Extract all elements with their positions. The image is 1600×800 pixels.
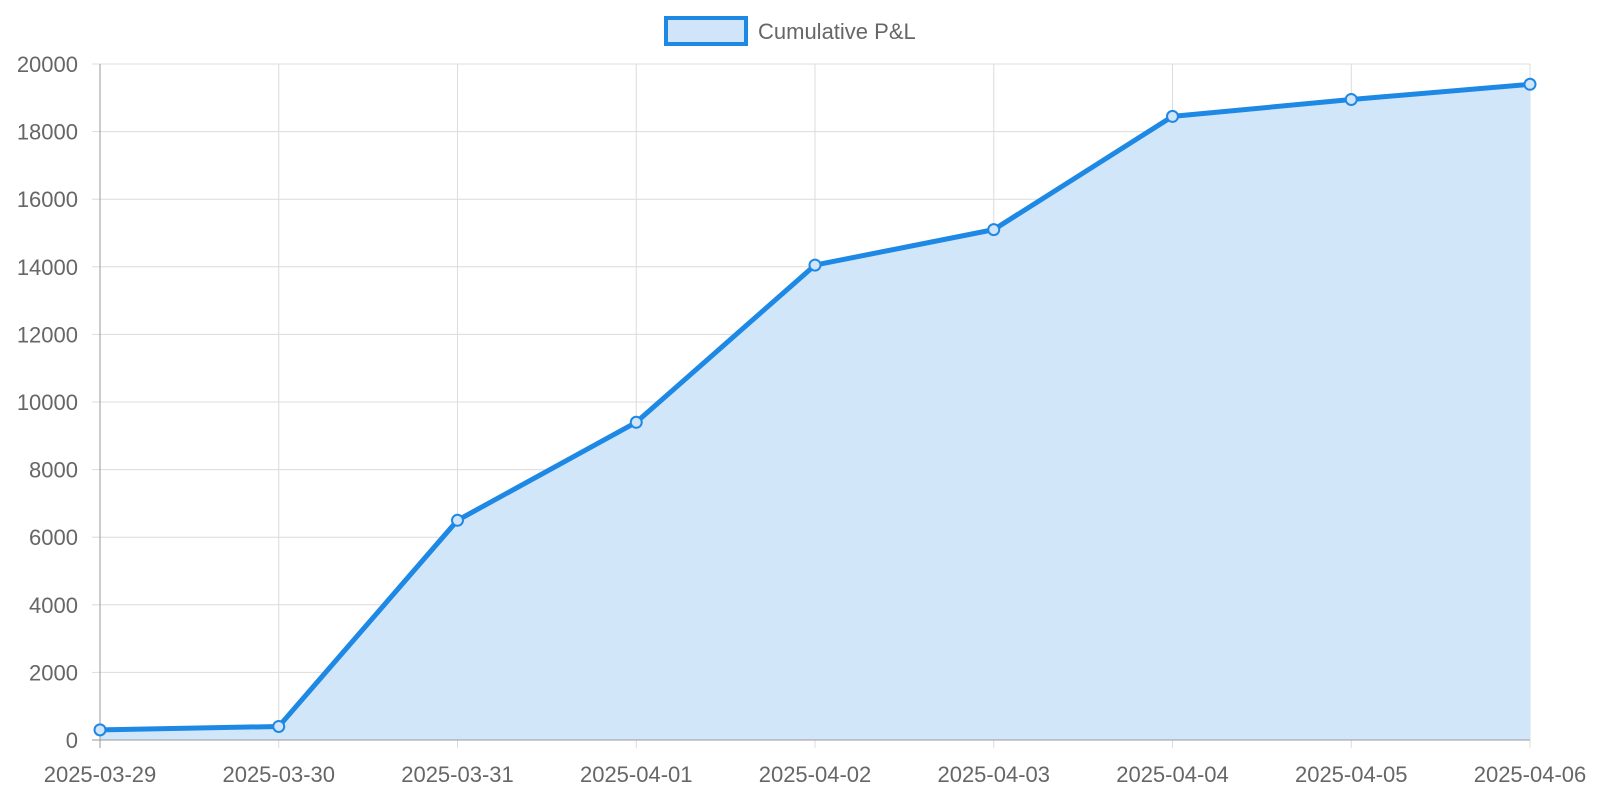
data-point[interactable] <box>1523 77 1537 91</box>
x-tick-label: 2025-04-03 <box>937 762 1050 787</box>
y-tick-label: 0 <box>66 728 78 753</box>
x-tick-label: 2025-03-31 <box>401 762 514 787</box>
series-area-fill <box>100 84 1530 740</box>
y-tick-label: 10000 <box>17 390 78 415</box>
x-tick-label: 2025-03-30 <box>222 762 335 787</box>
y-tick-label: 16000 <box>17 187 78 212</box>
legend[interactable]: Cumulative P&L <box>664 16 916 46</box>
x-tick-label: 2025-04-05 <box>1295 762 1408 787</box>
tick-labels: 0 2000 4000 6000 8000 10000 12000 14000 16000 180… <box>17 52 1586 787</box>
data-points <box>93 77 1537 737</box>
y-tick-label: 18000 <box>17 120 78 145</box>
y-tick-label: 6000 <box>29 525 78 550</box>
x-tick-label: 2025-04-04 <box>1116 762 1229 787</box>
area-fill-layer <box>100 84 1530 740</box>
data-point[interactable] <box>1344 92 1358 106</box>
axes <box>92 64 1530 748</box>
y-tick-label: 20000 <box>17 52 78 77</box>
data-point[interactable] <box>808 258 822 272</box>
x-tick-label: 2025-04-06 <box>1474 762 1587 787</box>
data-point[interactable] <box>1166 109 1179 123</box>
data-point[interactable] <box>629 415 643 429</box>
y-tick-label: 2000 <box>29 660 78 685</box>
y-tick-label: 14000 <box>17 255 78 280</box>
y-tick-label: 8000 <box>29 458 78 483</box>
data-point[interactable] <box>93 723 107 737</box>
x-tick-label: 2025-03-29 <box>44 762 157 787</box>
legend-swatch[interactable] <box>664 16 748 46</box>
data-point[interactable] <box>272 719 286 733</box>
data-point[interactable] <box>987 223 1001 237</box>
data-point[interactable] <box>451 513 464 527</box>
x-tick-label: 2025-04-01 <box>580 762 693 787</box>
x-tick-label: 2025-04-02 <box>759 762 872 787</box>
y-tick-label: 12000 <box>17 322 78 347</box>
legend-label[interactable]: Cumulative P&L <box>758 19 916 44</box>
y-tick-label: 4000 <box>29 593 78 618</box>
